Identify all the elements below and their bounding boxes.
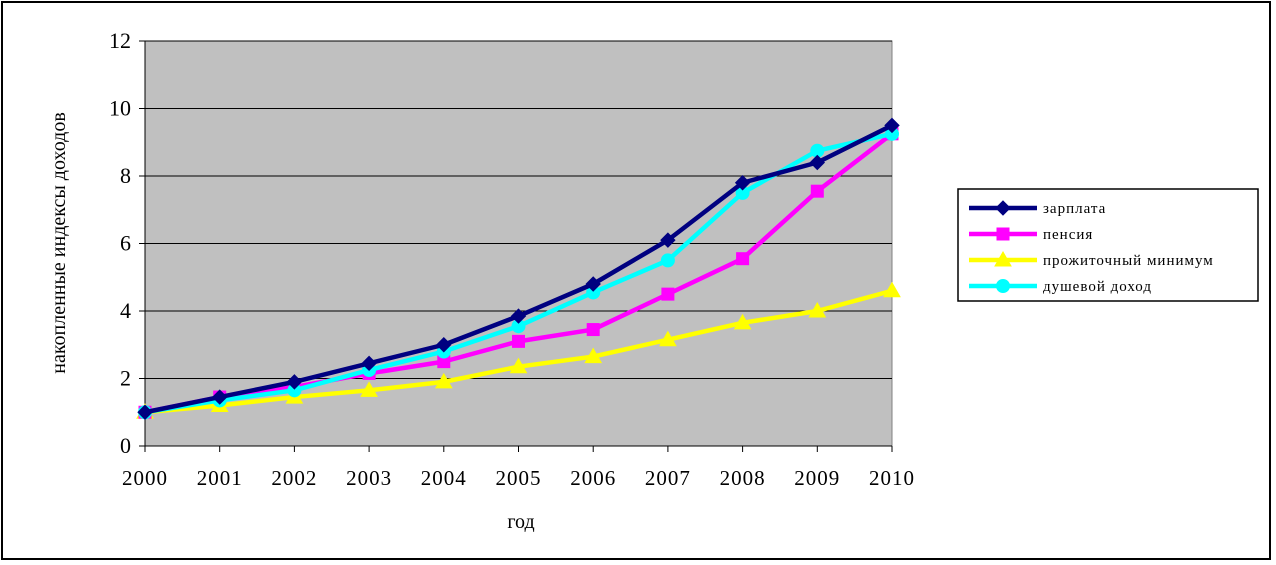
series-0 [137,117,900,420]
point-s0-9 [809,154,826,171]
point-s0-7 [660,232,676,248]
point-s2-7 [659,330,677,347]
y-tick-label-5: 10 [109,96,131,121]
x-tick-labels: 2000 2001 2002 2003 2004 2005 2006 2007 2008 2009… [122,466,915,490]
y-tick-labels: 0 2 4 6 8 10 12 [109,28,131,458]
point-s2-3 [360,381,378,397]
legend-marker-1 [996,227,1010,241]
legend: зарплата пенсия прожиточный минимум душевой… [957,188,1259,302]
legend-label-2: прожиточный минимум [1043,253,1214,269]
point-s2-6 [584,347,603,364]
point-s1-6 [586,323,600,337]
y-tick-label-6: 12 [109,28,131,53]
x-tick-label-4: 2004 [421,466,467,490]
legend-label-0: зарплата [1043,201,1106,217]
point-s0-5 [510,308,527,324]
y-tick-label-2: 4 [120,298,131,323]
x-tick-label-3: 2003 [346,466,392,490]
y-tick-label-3: 6 [120,231,131,256]
x-tick-label-8: 2008 [720,466,766,490]
point-s1-7 [661,287,675,301]
x-axis-title: год [507,511,534,533]
point-s1-8 [736,252,750,266]
point-s2-10 [883,281,901,298]
y-tick-label-1: 2 [120,366,131,391]
legend-marker-2 [994,250,1012,267]
legend-marker-3 [996,279,1010,293]
legend-marker-0 [995,200,1011,216]
x-tick-label-9: 2009 [794,466,840,490]
legend-label-1: пенсия [1043,227,1093,243]
x-tick-label-6: 2006 [570,466,616,490]
point-s0-8 [734,175,751,191]
point-s1-9 [810,184,824,198]
x-tick-label-1: 2001 [197,466,243,490]
x-tick-label-5: 2005 [496,466,542,490]
point-s2-5 [509,357,528,374]
point-s2-4 [434,372,453,389]
y-axis-title: накопленные индексы доходов [48,112,70,374]
x-tick-label-2: 2002 [271,466,317,490]
point-s2-8 [733,313,752,330]
series-2 [136,281,901,419]
series-group [136,117,901,420]
y-tick-label-4: 8 [120,163,131,188]
x-tick-label-0: 2000 [122,466,168,490]
point-s0-4 [436,337,452,353]
point-s0-0 [137,404,153,420]
point-s3-7 [660,253,675,268]
legend-label-3: душевой доход [1043,279,1152,295]
legend-items: зарплата пенсия прожиточный минимум душевой… [969,200,1214,295]
point-s0-3 [361,355,377,372]
point-s0-6 [585,276,601,292]
y-tick-label-0: 0 [120,433,131,458]
point-s0-10 [884,117,900,134]
point-s1-5 [512,334,525,348]
x-tick-label-10: 2010 [869,466,915,490]
x-tick-label-7: 2007 [645,466,691,490]
point-s0-1 [211,389,228,405]
point-s2-9 [808,301,827,318]
point-s0-2 [286,374,303,390]
